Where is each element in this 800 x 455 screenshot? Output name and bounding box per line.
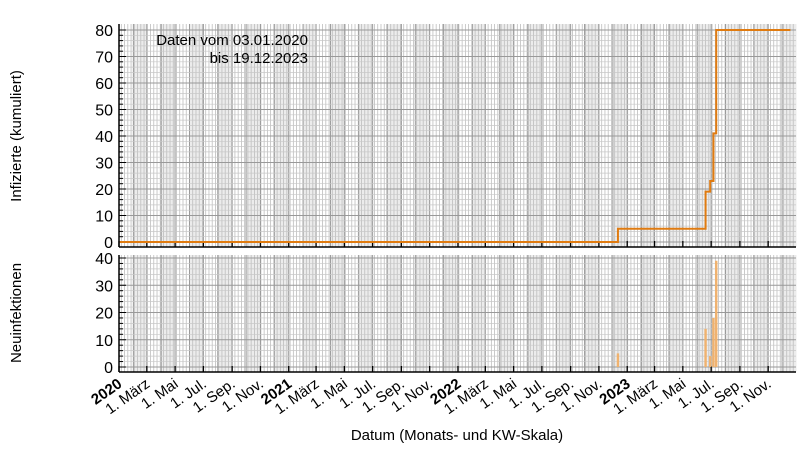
y-tick-label: 0 xyxy=(104,235,113,252)
y-tick-label: 0 xyxy=(104,360,113,377)
y-tick-label: 30 xyxy=(95,156,113,173)
y-tick-label: 70 xyxy=(95,50,113,67)
bar xyxy=(709,356,711,367)
month-band xyxy=(782,255,796,372)
month-band xyxy=(189,255,203,372)
y-tick-label: 20 xyxy=(95,306,113,323)
month-band xyxy=(472,255,485,372)
y-tick-label: 10 xyxy=(95,209,113,226)
month-band xyxy=(669,255,683,372)
month-band xyxy=(415,255,429,372)
y-tick-label: 40 xyxy=(95,251,113,268)
y-tick-label: 20 xyxy=(95,182,113,199)
annotation-line-2: bis 19.12.2023 xyxy=(210,50,308,67)
y-tick-label: 60 xyxy=(95,76,113,93)
y-tick-label: 30 xyxy=(95,278,113,295)
bar xyxy=(715,261,717,367)
ylabel-bottom: Neuinfektionen xyxy=(8,263,25,363)
month-band xyxy=(359,255,373,372)
month-band xyxy=(133,255,146,372)
month-band xyxy=(500,255,514,372)
bar xyxy=(617,353,619,367)
xlabel: Datum (Monats- und KW-Skala) xyxy=(351,427,563,444)
month-band xyxy=(556,255,570,372)
bar xyxy=(704,329,706,367)
y-tick-label: 80 xyxy=(95,23,113,40)
y-tick-label: 10 xyxy=(95,333,113,350)
y-tick-label: 40 xyxy=(95,129,113,146)
bar xyxy=(712,318,714,367)
y-tick-label: 50 xyxy=(95,103,113,120)
annotation-line-1: Daten vom 03.01.2020 xyxy=(156,32,308,49)
ylabel-top: Infizierte (kumuliert) xyxy=(8,70,25,202)
